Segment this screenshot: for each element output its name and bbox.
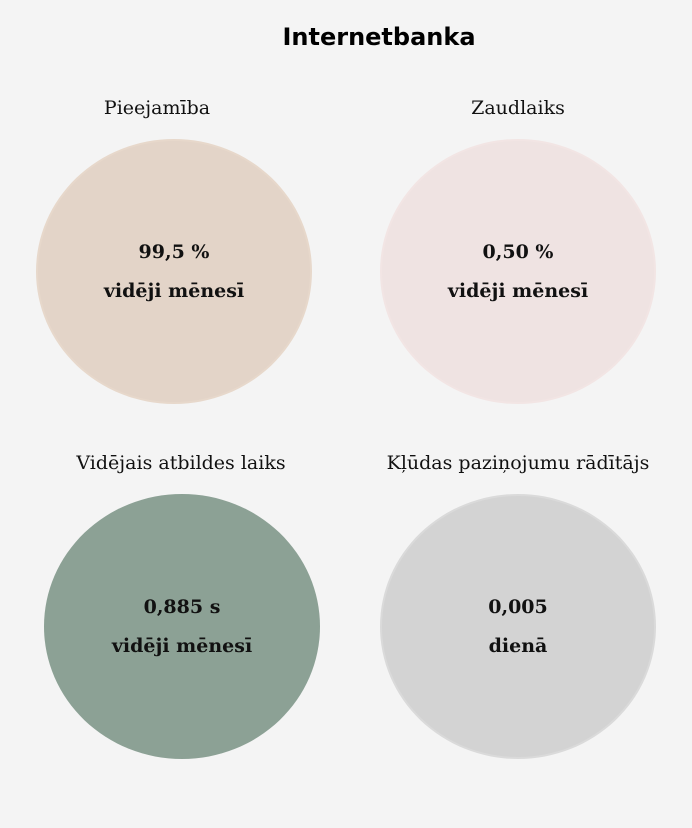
metric-value-response-time: 0,885 s	[143, 596, 221, 618]
metric-value-availability: 99,5 %	[138, 241, 210, 263]
metric-label-availability: Pieejamība	[103, 97, 211, 119]
metric-period-error-rate: dienā	[488, 635, 548, 657]
metric-period-response-time: vidēji mēnesī	[111, 635, 253, 657]
metric-circle-error-rate: 0,005 dienā	[380, 494, 656, 759]
metric-value-downtime: 0,50 %	[482, 241, 554, 263]
metric-label-downtime: Zaudlaiks	[471, 97, 565, 119]
page-title: Internetbanka	[282, 23, 476, 51]
metric-period-availability: vidēji mēnesī	[103, 280, 245, 302]
metric-label-error-rate: Kļūdas paziņojumu rādītājs	[386, 452, 650, 474]
metric-label-response-time: Vidējais atbildes laiks	[76, 452, 286, 474]
metric-value-error-rate: 0,005	[488, 596, 548, 618]
metric-circle-availability: 99,5 % vidēji mēnesī	[36, 139, 312, 404]
metric-circle-response-time: 0,885 s vidēji mēnesī	[44, 494, 320, 759]
metric-period-downtime: vidēji mēnesī	[447, 280, 589, 302]
metric-circle-downtime: 0,50 % vidēji mēnesī	[380, 139, 656, 404]
